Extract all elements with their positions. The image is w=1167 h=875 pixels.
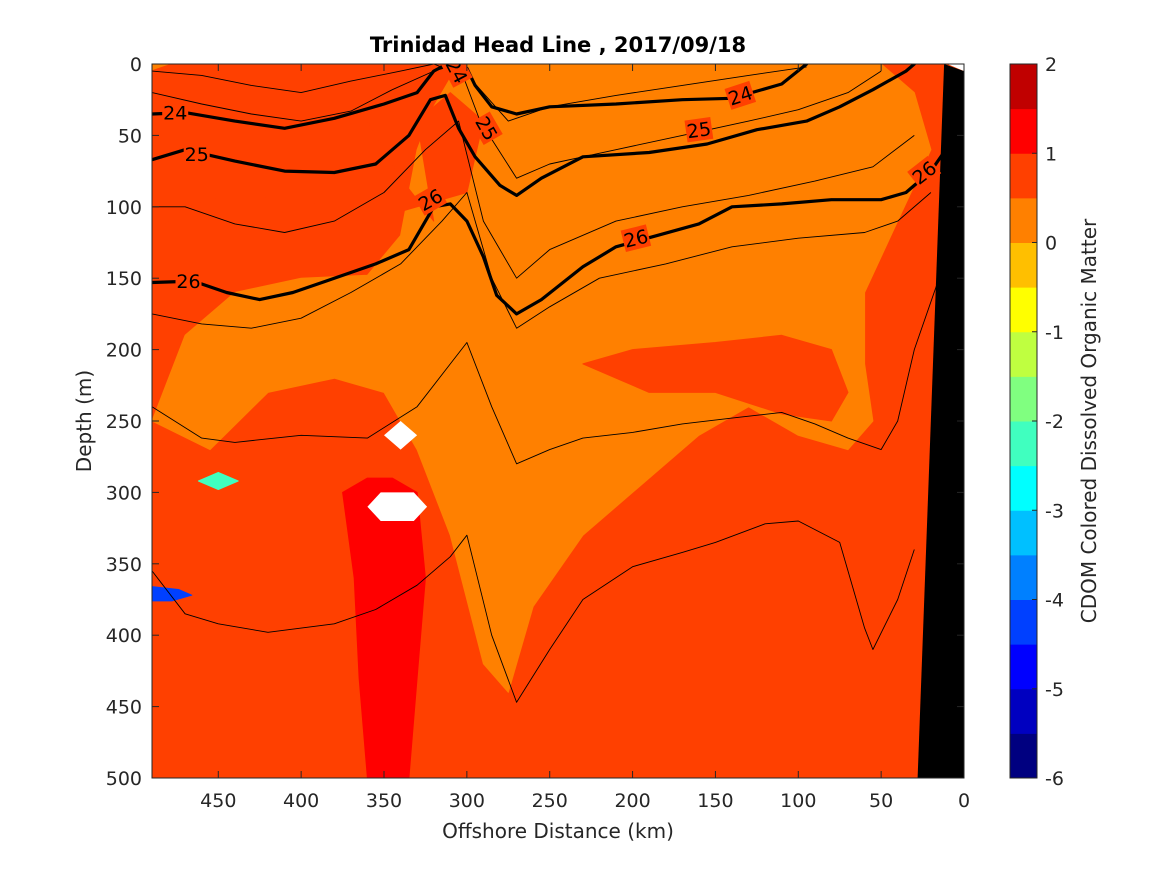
y-tick-label-8: 400 (106, 625, 142, 647)
y-tick-label-7: 350 (106, 554, 142, 576)
x-tick-label-3: 300 (449, 790, 485, 812)
colorbar-label: CDOM Colored Dissolved Organic Matter (1077, 218, 1101, 623)
y-tick-label-3: 150 (106, 268, 142, 290)
colorbar: 2 1 0 -1 -2 -3 -4 -5 -6 (1009, 54, 1064, 790)
colorbar-swatch-12 (1010, 197, 1037, 243)
x-tick-label-0: 450 (200, 790, 236, 812)
contour-label-group-8: 26 (620, 224, 652, 253)
x-tick-label-4: 250 (532, 790, 568, 812)
colorbar-swatch-14 (1010, 108, 1037, 154)
y-tick-label-0: 0 (130, 54, 142, 76)
y-tick-label-4: 200 (106, 340, 142, 362)
colorbar-tick-label-1: 1 (1045, 143, 1057, 165)
x-tick-label-6: 150 (697, 790, 733, 812)
colorbar-swatch-5 (1010, 510, 1037, 556)
no-data-patch (947, 64, 964, 72)
colorbar-tick-label-4: -2 (1045, 411, 1064, 433)
y-axis: 0 50 100 150 200 250 300 350 400 450 500 (106, 54, 964, 790)
contour-label-group-0: 24 (162, 101, 189, 125)
contour-label-0: 24 (163, 103, 187, 125)
colorbar-swatch-6 (1010, 465, 1037, 511)
y-tick-label-5: 250 (106, 411, 142, 433)
colorbar-tick-label-3: -1 (1045, 322, 1064, 344)
x-tick-label-7: 100 (780, 790, 816, 812)
field-region-7 (152, 586, 193, 602)
field-region-0 (152, 64, 932, 693)
colorbar-swatch-0 (1010, 733, 1037, 779)
x-axis: 450 400 350 300 250 200 150 100 50 0 (200, 64, 970, 812)
field-region-3 (342, 477, 426, 778)
density-contour-thin-1 (152, 520, 915, 703)
x-tick-label-2: 350 (366, 790, 402, 812)
colorbar-tick-label-8: -6 (1045, 768, 1064, 790)
contour-label-group-3: 25 (183, 143, 210, 166)
colorbar-swatch-13 (1010, 153, 1037, 199)
field-region-1 (152, 92, 484, 236)
x-tick-label-5: 200 (614, 790, 650, 812)
field-region-6 (197, 471, 239, 490)
x-tick-label-9: 0 (958, 790, 970, 812)
colorbar-tick-label-5: -3 (1045, 500, 1064, 522)
y-tick-label-9: 450 (106, 697, 142, 719)
x-tick-label-1: 400 (283, 790, 319, 812)
colorbar-tick-label-2: 0 (1045, 233, 1057, 255)
y-tick-label-2: 100 (106, 197, 142, 219)
colorbar-tick-label-7: -5 (1045, 679, 1064, 701)
field-region-4 (152, 64, 170, 71)
chart-title: Trinidad Head Line , 2017/09/18 (370, 33, 746, 57)
field-region-5 (496, 64, 537, 76)
data-gap-1 (367, 492, 428, 521)
density-contour-25 (152, 64, 916, 197)
contour-label-group-5: 25 (684, 116, 714, 143)
contour-label-5: 25 (686, 118, 713, 143)
colorbar-tick-label-6: -4 (1045, 590, 1064, 612)
contour-label-group-6: 26 (175, 270, 202, 293)
colorbar-swatch-15 (1010, 64, 1037, 110)
bathymetry-mask (917, 64, 964, 778)
y-tick-label-10: 500 (106, 768, 142, 790)
colorbar-swatch-7 (1010, 421, 1037, 467)
density-contour-26 (152, 140, 953, 316)
colorbar-swatch-2 (1010, 644, 1037, 690)
y-tick-label-6: 300 (106, 482, 142, 504)
colorbar-swatch-1 (1010, 688, 1037, 734)
colorbar-tick-label-0: 2 (1045, 54, 1057, 76)
colorbar-swatch-9 (1010, 331, 1037, 377)
x-tick-label-8: 50 (869, 790, 893, 812)
colorbar-swatch-8 (1010, 376, 1037, 422)
y-axis-label: Depth (m) (72, 370, 96, 472)
field-region-2 (582, 334, 849, 422)
contour-label-6: 26 (176, 271, 200, 293)
colorbar-swatch-4 (1010, 554, 1037, 600)
contour-label-3: 25 (185, 144, 209, 166)
density-contour-thin-0 (152, 278, 940, 465)
y-tick-label-1: 50 (118, 125, 142, 147)
density-contour-thin-3 (152, 120, 915, 279)
colorbar-swatch-3 (1010, 599, 1037, 645)
colorbar-swatch-10 (1010, 287, 1037, 333)
x-axis-label: Offshore Distance (km) (442, 819, 674, 843)
data-gap-0 (384, 421, 418, 450)
colorbar-swatch-11 (1010, 242, 1037, 288)
